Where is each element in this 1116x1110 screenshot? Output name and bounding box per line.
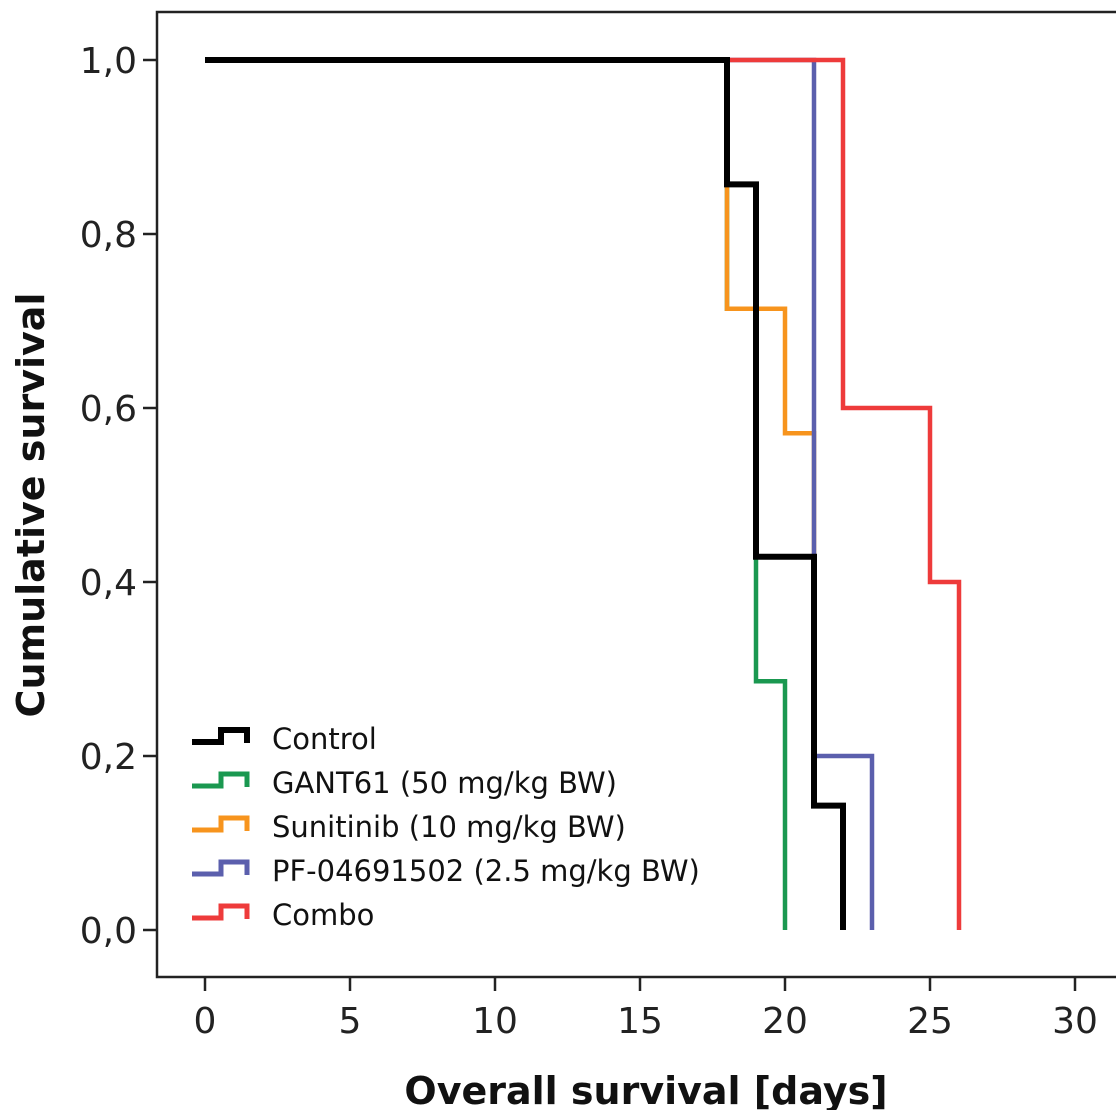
x-tick-label: 5	[339, 1001, 362, 1042]
x-tick-label: 0	[194, 1001, 217, 1042]
y-tick-label: 0,6	[80, 389, 137, 430]
x-tick-label: 30	[1052, 1001, 1098, 1042]
legend-swatch	[192, 859, 250, 877]
series-line-control	[205, 57, 846, 930]
y-axis-title: Cumulative survival	[9, 293, 53, 718]
series-layer	[205, 57, 962, 930]
plot-frame	[155, 10, 1116, 979]
x-axis-title: Overall survival [days]	[404, 1069, 887, 1110]
legend-label: PF-04691502 (2.5 mg/kg BW)	[272, 854, 700, 888]
legend-swatch	[192, 903, 250, 921]
legend-label: GANT61 (50 mg/kg BW)	[272, 766, 617, 800]
series-line-combo	[205, 57, 962, 930]
x-tick-label: 25	[907, 1001, 953, 1042]
x-tick-label: 10	[472, 1001, 518, 1042]
y-axis: 0,0 0,2 0,4 0,6 0,8 1,0	[80, 41, 157, 952]
x-tick-label: 15	[617, 1001, 663, 1042]
y-tick-label: 0,4	[80, 563, 137, 604]
x-tick-label: 20	[762, 1001, 808, 1042]
legend-label: Combo	[272, 898, 374, 932]
legend-label: Control	[272, 722, 377, 756]
y-tick-label: 1,0	[80, 41, 137, 82]
y-tick-label: 0,8	[80, 215, 137, 256]
x-axis: 0 5 10 15 20 25 30	[194, 977, 1098, 1042]
legend-label: Sunitinib (10 mg/kg BW)	[272, 810, 626, 844]
y-tick-label: 0,2	[80, 737, 137, 778]
legend: Control GANT61 (50 mg/kg BW) Sunitinib (10…	[192, 722, 700, 932]
legend-swatch	[192, 815, 250, 833]
legend-swatch	[192, 771, 250, 789]
y-tick-label: 0,0	[80, 911, 137, 952]
legend-swatch	[192, 727, 250, 745]
